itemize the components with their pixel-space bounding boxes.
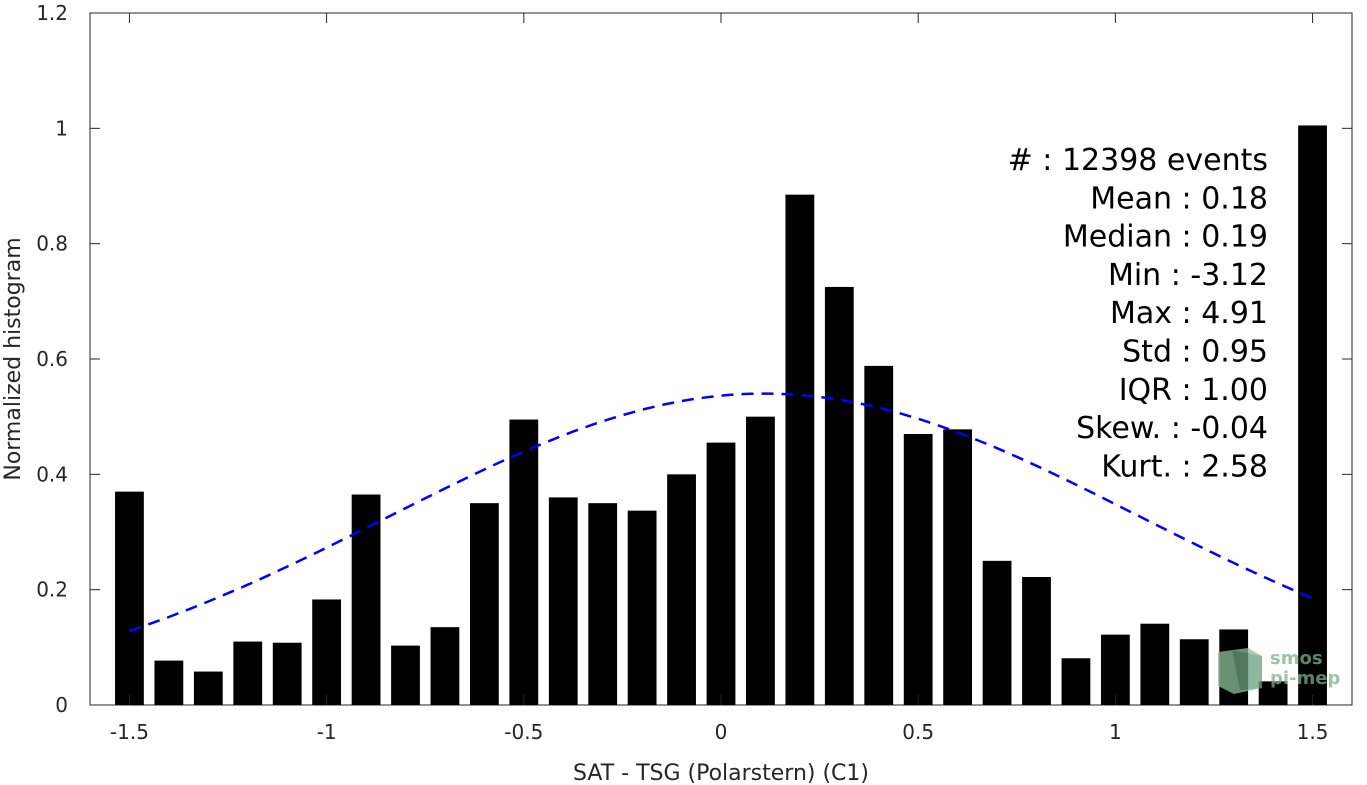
- stats-line-2: Median : 0.19: [1063, 220, 1268, 255]
- bar-26: [1140, 623, 1170, 705]
- x-tick-label-5: 1: [1109, 720, 1122, 744]
- y-tick-label-5: 1: [55, 116, 68, 140]
- bar-19: [864, 365, 894, 705]
- bar-22: [982, 560, 1012, 705]
- y-tick-label-0: 0: [55, 693, 68, 717]
- x-ticks: -1.5 -1 -0.5 0 0.5 1 1.5: [110, 13, 1329, 744]
- bar-30: [1298, 125, 1327, 705]
- y-tick-label-4: 0.8: [36, 232, 68, 256]
- pimep-logo-shade: [1232, 650, 1262, 690]
- x-tick-label-1: -1: [317, 720, 337, 744]
- bar-15: [706, 442, 736, 705]
- bar-16: [746, 416, 775, 705]
- watermark-line-1: smos: [1270, 648, 1323, 669]
- bar-14: [667, 474, 696, 705]
- x-tick-label-0: -1.5: [110, 720, 149, 744]
- bar-25: [1100, 634, 1130, 705]
- stats-line-0: # : 12398 events: [1008, 143, 1268, 178]
- bar-27: [1179, 639, 1209, 705]
- x-axis-label: SAT - TSG (Polarstern) (C1): [573, 761, 869, 785]
- bar-10: [509, 419, 539, 705]
- bar-1: [154, 660, 184, 705]
- bar-13: [627, 510, 657, 705]
- bar-6: [351, 494, 381, 705]
- bar-11: [548, 497, 578, 705]
- bar-29: [1258, 681, 1288, 705]
- bar-2: [193, 671, 223, 705]
- x-tick-label-3: 0: [715, 720, 728, 744]
- y-axis-label: Normalized histogram: [1, 237, 26, 480]
- bar-4: [272, 642, 302, 705]
- bar-21: [943, 429, 973, 705]
- y-tick-label-2: 0.4: [36, 462, 68, 486]
- bar-24: [1061, 658, 1091, 705]
- bars: [115, 125, 1327, 705]
- bar-23: [1022, 576, 1051, 705]
- bar-18: [824, 286, 854, 705]
- stats-line-5: Std : 0.95: [1122, 335, 1268, 370]
- bar-7: [391, 645, 420, 705]
- x-tick-label-4: 0.5: [902, 720, 934, 744]
- bar-9: [469, 503, 499, 705]
- x-tick-label-6: 1.5: [1297, 720, 1329, 744]
- bar-0: [115, 491, 144, 705]
- y-ticks: 0 0.2 0.4 0.6 0.8 1 1.2: [36, 1, 1352, 717]
- x-tick-label-2: -0.5: [504, 720, 543, 744]
- watermark-line-2: pi-mep: [1270, 668, 1340, 689]
- stats-line-3: Min : -3.12: [1108, 258, 1268, 293]
- bar-17: [785, 194, 815, 705]
- bar-12: [588, 503, 618, 705]
- bar-3: [233, 641, 263, 705]
- bar-8: [430, 627, 460, 705]
- bar-5: [312, 599, 342, 705]
- stats-line-4: Max : 4.91: [1110, 296, 1268, 331]
- stats-line-1: Mean : 0.18: [1090, 181, 1268, 216]
- bar-20: [903, 433, 933, 705]
- y-tick-label-3: 0.6: [36, 347, 68, 371]
- stats-line-7: Skew. : -0.04: [1076, 411, 1268, 446]
- stats-line-6: IQR : 1.00: [1119, 373, 1268, 408]
- smos-pimep-watermark: smos pi-mep: [1218, 648, 1340, 694]
- y-tick-label-6: 1.2: [36, 1, 68, 25]
- y-tick-label-1: 0.2: [36, 578, 68, 602]
- stats-line-8: Kurt. : 2.58: [1101, 449, 1268, 484]
